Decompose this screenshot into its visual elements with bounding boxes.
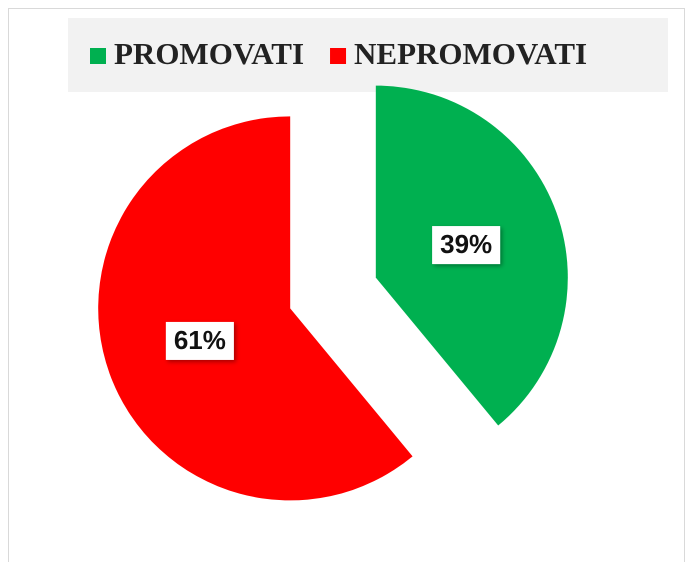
legend-label: NEPROMOVATI bbox=[354, 36, 587, 71]
pie-slice bbox=[98, 116, 413, 501]
value-label-group: 39% bbox=[432, 226, 501, 265]
legend: PROMOVATI NEPROMOVATI bbox=[90, 36, 587, 71]
legend-label: PROMOVATI bbox=[114, 36, 304, 71]
value-label-box bbox=[165, 321, 234, 360]
legend-swatch bbox=[330, 48, 347, 64]
value-label: 61% bbox=[174, 325, 226, 355]
value-label-box bbox=[432, 226, 501, 265]
pie: 39% 61% bbox=[98, 85, 568, 501]
value-label-group: 61% bbox=[165, 321, 234, 360]
legend-box bbox=[68, 18, 668, 92]
value-label: 39% bbox=[440, 229, 492, 259]
legend-swatch bbox=[90, 48, 106, 64]
